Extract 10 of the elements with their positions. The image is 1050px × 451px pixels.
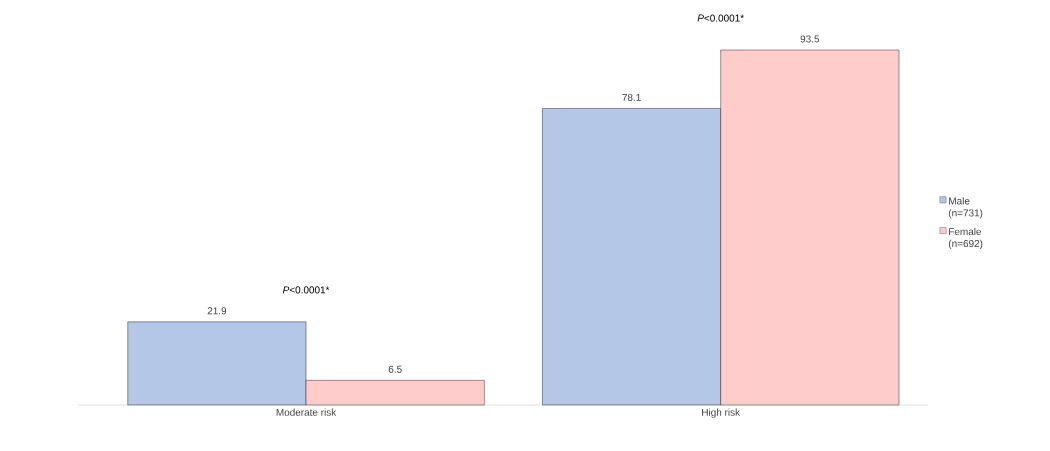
annotation: P<0.0001* xyxy=(282,286,330,294)
data-label: 6.5 xyxy=(388,365,402,373)
data-label: 21.9 xyxy=(207,307,227,315)
legend-label: Male (n=731) xyxy=(948,197,983,219)
x-tick-label: High risk xyxy=(702,408,741,418)
data-label: 93.5 xyxy=(800,35,820,43)
legend-label: Female (n=692) xyxy=(948,227,983,250)
data-label: 78.1 xyxy=(622,93,641,101)
text: P<0.0001* xyxy=(697,14,744,22)
x-tick-label: Moderate risk xyxy=(276,408,337,416)
